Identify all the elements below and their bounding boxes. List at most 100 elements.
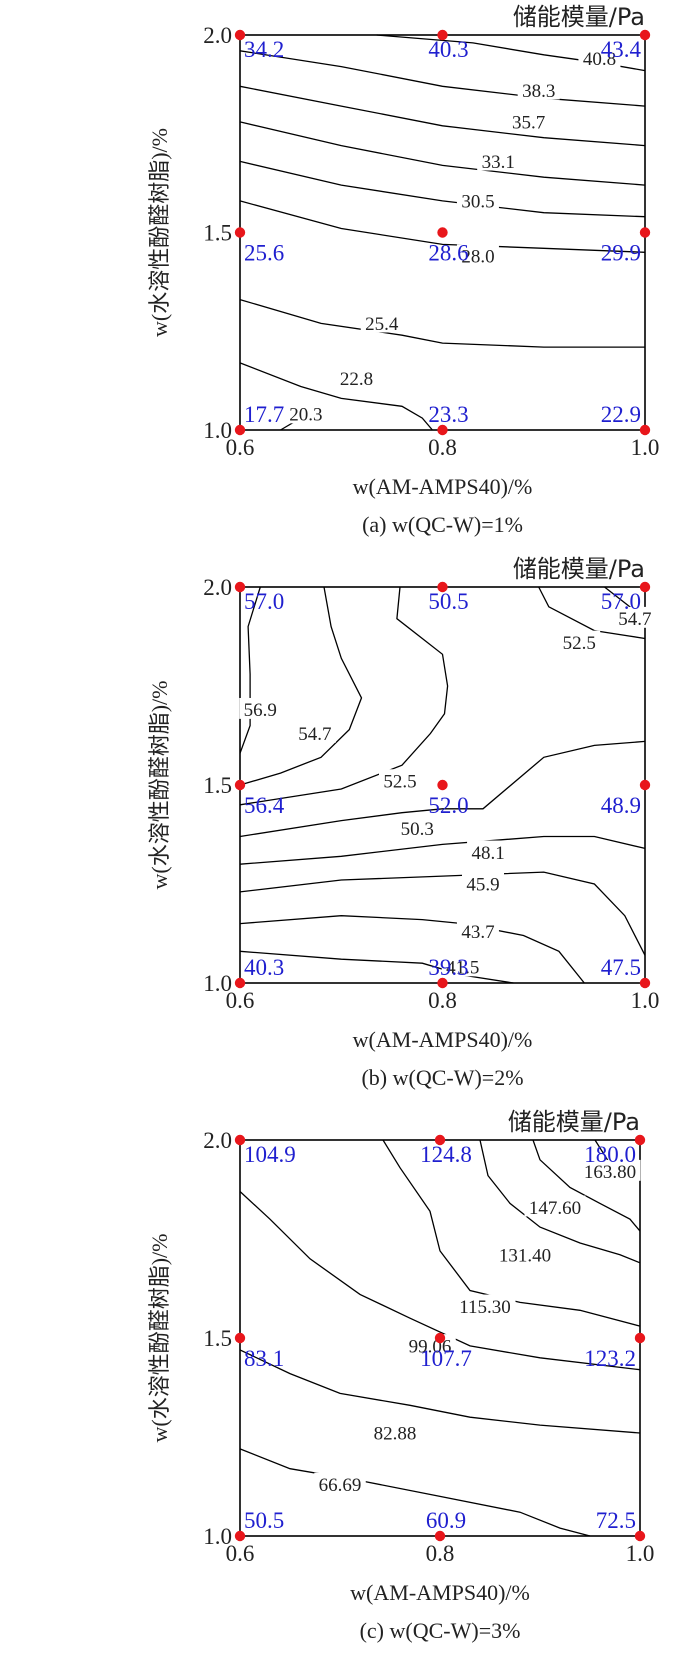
contour-line-3 [479,1139,641,1264]
x-tick-label: 0.6 [226,1541,255,1566]
design-point [634,1530,646,1542]
x-axis-label: w(AM-AMPS40)/% [353,1027,533,1052]
design-point [437,424,448,436]
design-point [639,227,651,238]
design-point [234,227,246,238]
design-point [639,424,651,436]
design-point-value: 50.5 [244,1508,284,1533]
contour-label: 54.7 [298,724,331,745]
y-tick-label: 1.5 [203,773,232,798]
contour-label: 35.7 [512,112,545,133]
legend-title: 储能模量/Pa [513,555,645,583]
contour-line-2 [239,586,363,786]
contour-label-bg [558,630,601,652]
contour-line-4 [382,1139,641,1327]
contour-label-bg [578,46,621,68]
contour-label-bg [456,244,499,266]
design-point [437,977,448,989]
chart-panel-1: 40.8 38.3 35.7 33.1 30.5 28.0 25.4 22.8 20.3 34.2… [147,3,659,537]
contour-label: 54.7 [618,609,651,630]
contour-line-5 [239,160,646,218]
contour-line-6 [239,200,646,253]
y-tick-label: 1.0 [203,1524,232,1549]
design-point-value: 29.9 [601,241,641,266]
contour-label: 52.5 [383,772,416,793]
panel-caption: (a) w(QC-W)=1% [362,512,523,537]
contour-line-3 [239,85,646,147]
design-point-value: 57.0 [244,589,284,614]
design-point [634,1332,646,1344]
x-axis-label: w(AM-AMPS40)/% [353,474,533,499]
contour-line-7 [239,835,646,865]
contour-line-4 [239,121,646,186]
design-point-value: 47.5 [601,955,641,980]
x-tick-label: 0.6 [226,988,255,1013]
design-point [234,29,246,41]
design-point [434,1530,446,1542]
contour-label-bg [462,872,504,894]
contour-label: 38.3 [522,81,555,102]
contour-label-bg [284,402,327,424]
design-point [234,1134,246,1146]
contour-label: 52.5 [563,633,596,654]
design-point-value: 40.3 [428,37,468,62]
chart-panel-2: 56.9 54.7 52.5 54.7 52.5 50.3 48.1 45.9 43.7 41.5… [147,555,659,1090]
design-point [234,581,246,593]
contour-label-bg [396,816,439,838]
contour-line-10 [239,950,514,984]
x-tick-label: 0.8 [428,988,457,1013]
design-point-value: 28.6 [428,241,468,266]
contour-label-bg [239,697,282,719]
x-tick-label: 0.8 [426,1541,455,1566]
contour-line-2 [239,50,646,107]
design-point-value: 22.9 [601,402,641,427]
contour-line-7 [239,298,645,348]
design-point [234,1332,246,1344]
legend-title: 储能模量/Pa [508,1108,640,1136]
x-tick-label: 1.0 [631,988,660,1013]
contour-label-bg [613,606,656,628]
design-point-value: 57.0 [601,589,641,614]
contour-label-bg [507,110,550,132]
contour-label-bg [456,189,499,211]
contour-label: 48.1 [471,843,504,864]
y-tick-label: 2.0 [203,23,232,48]
contour-line-5 [239,1191,641,1371]
contour-line-8 [239,362,433,431]
y-axis-label: w(水溶性酚醛树脂)/% [147,1234,172,1443]
panel-caption: (c) w(QC-W)=3% [360,1618,521,1643]
contour-line-3 [239,586,449,806]
y-tick-label: 1.5 [203,1326,232,1351]
contour-line-5 [538,586,646,640]
contour-label-bg [517,78,560,100]
x-tick-label: 1.0 [626,1541,655,1566]
contour-line-8 [239,871,646,956]
design-point-value: 43.4 [601,37,642,62]
design-point-value: 60.9 [426,1508,466,1533]
contour-label: 147.60 [529,1198,581,1219]
x-axis-label: w(AM-AMPS40)/% [350,1580,530,1605]
contour-label: 56.9 [244,700,277,721]
design-point-value: 124.8 [420,1142,472,1167]
contour-label-bg [378,769,421,791]
design-point [639,977,651,989]
design-point-value: 83.1 [244,1346,284,1371]
y-tick-label: 2.0 [203,575,232,600]
design-point-value: 107.7 [420,1346,472,1371]
x-tick-label: 0.6 [226,435,255,460]
design-point-value: 180.0 [584,1142,636,1167]
design-point-value: 72.5 [596,1508,636,1533]
contour-label: 41.5 [446,958,479,979]
design-point-value: 34.2 [244,37,284,62]
design-point [434,1134,446,1146]
chart-panel-3: 163.80147.60131.40115.3099.0682.8866.691… [147,1108,654,1643]
contour-label-bg [454,1294,516,1316]
design-point [634,1134,646,1146]
design-point-value: 104.9 [244,1142,296,1167]
contour-label: 43.7 [461,922,494,943]
design-point [437,581,448,593]
contour-label: 45.9 [466,874,499,895]
contour-label-bg [494,1243,556,1264]
